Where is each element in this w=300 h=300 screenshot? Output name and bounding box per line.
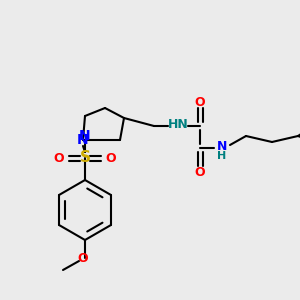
Text: O: O — [54, 152, 64, 164]
Text: O: O — [195, 95, 205, 109]
Text: H: H — [218, 151, 226, 161]
Text: O: O — [106, 152, 116, 164]
Text: O: O — [78, 253, 88, 266]
Text: HN: HN — [168, 118, 188, 130]
Text: N: N — [79, 129, 91, 143]
Text: N: N — [77, 133, 89, 147]
Text: N: N — [217, 140, 227, 152]
Text: S: S — [80, 151, 91, 166]
Text: O: O — [195, 166, 205, 178]
